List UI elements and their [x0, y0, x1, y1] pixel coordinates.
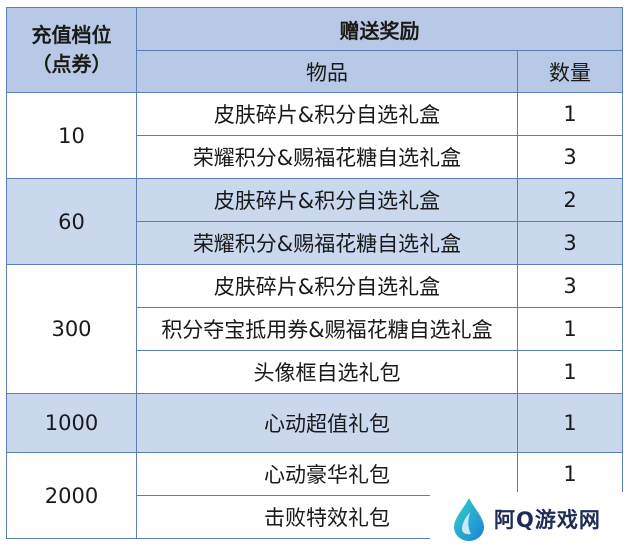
item-cell: 心动超值礼包 [136, 393, 518, 453]
item-column-header: 物品 [136, 50, 518, 93]
tier-amount: 2000 [6, 452, 137, 539]
table-row: 2000 心动豪华礼包 1 [6, 452, 623, 539]
qty-cell: 1 [517, 350, 623, 394]
watermark: 阿Q游戏网 [430, 492, 628, 546]
qty-column-header: 数量 [517, 50, 623, 93]
table-row: 300 皮肤碎片&积分自选礼盒 3 [6, 264, 623, 394]
item-cell: 头像框自选礼包 [136, 350, 518, 394]
item-cell: 皮肤碎片&积分自选礼盒 [136, 178, 518, 222]
table-row: 10 皮肤碎片&积分自选礼盒 1 [6, 92, 623, 179]
item-cell: 皮肤碎片&积分自选礼盒 [136, 264, 518, 308]
item-cell: 荣耀积分&赐福花糖自选礼盒 [136, 221, 518, 265]
item-cell: 积分夺宝抵用券&赐福花糖自选礼盒 [136, 307, 518, 351]
table-row: 60 皮肤碎片&积分自选礼盒 2 [6, 178, 623, 265]
watermark-text: 阿Q游戏网 [494, 508, 601, 532]
qty-cell: 3 [517, 221, 623, 265]
qty-cell: 2 [517, 178, 623, 222]
item-cell: 荣耀积分&赐福花糖自选礼盒 [136, 135, 518, 179]
qty-cell: 1 [517, 307, 623, 351]
qty-cell: 3 [517, 264, 623, 308]
qty-cell: 1 [517, 452, 623, 496]
reward-header: 赠送奖励 [136, 7, 623, 51]
item-cell: 心动豪华礼包 [136, 452, 518, 496]
tier-amount: 10 [6, 92, 137, 179]
qty-cell: 1 [517, 92, 623, 136]
tier-header-line1: 充值档位 [31, 23, 112, 47]
tier-amount: 300 [6, 264, 137, 394]
table-row: 1000 心动超值礼包 1 [6, 393, 623, 453]
qty-cell: 1 [517, 393, 623, 453]
qty-cell: 3 [517, 135, 623, 179]
item-cell: 皮肤碎片&积分自选礼盒 [136, 92, 518, 136]
tier-amount: 1000 [6, 393, 137, 453]
tier-header: 充值档位 （点券） [6, 7, 137, 93]
tier-amount: 60 [6, 178, 137, 265]
droplet-logo-icon [454, 498, 484, 541]
tier-header-line2: （点券） [31, 52, 112, 76]
reward-table: 充值档位 （点券） 赠送奖励 物品 数量 10 皮肤碎片&积分自选礼盒 1 荣耀… [6, 7, 623, 539]
table-row: 荣耀积分&赐福花糖自选礼盒 3 [6, 135, 623, 179]
